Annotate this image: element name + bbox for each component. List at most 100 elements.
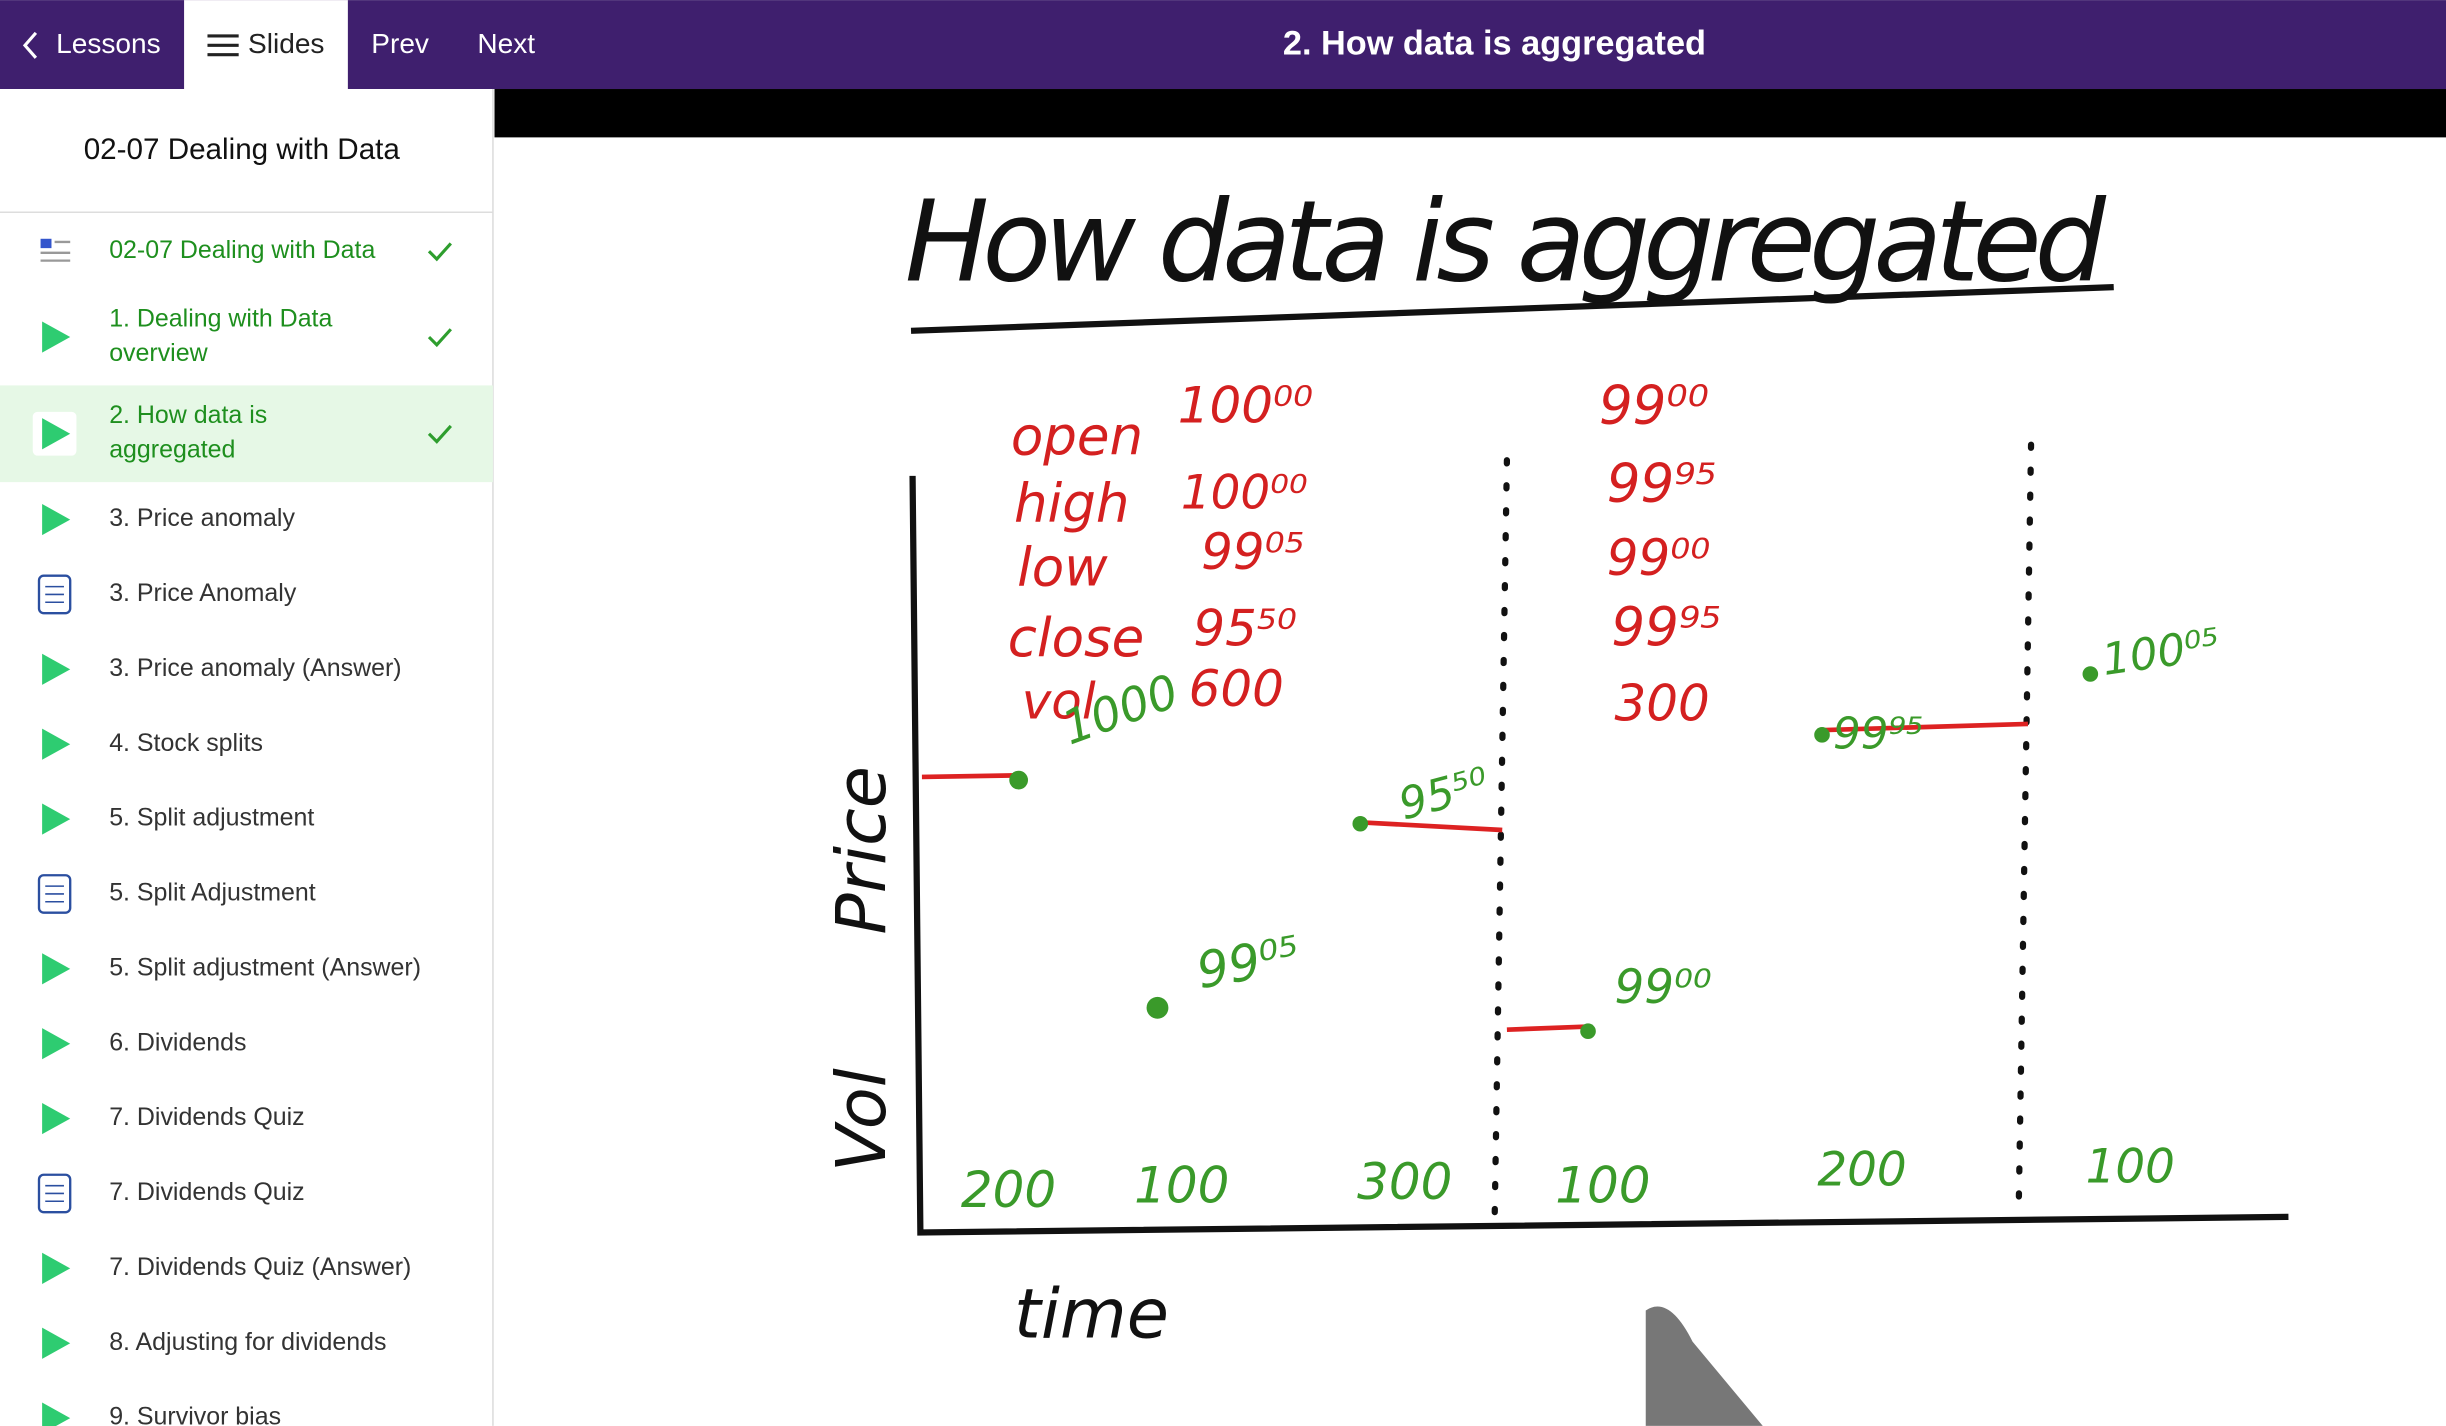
axes bbox=[909, 475, 2289, 1236]
back-button[interactable]: Lessons bbox=[22, 28, 161, 59]
lesson-item[interactable]: 5. Split Adjustment bbox=[37, 874, 316, 914]
annotation: 99⁰⁵ bbox=[1201, 523, 1305, 581]
lesson-label: 2. How data is bbox=[109, 401, 267, 429]
play-icon bbox=[42, 953, 71, 985]
price-points bbox=[1009, 666, 2099, 1040]
check-icon bbox=[427, 424, 452, 444]
board-title: How data is aggregated bbox=[905, 177, 2107, 307]
annotation: 300 bbox=[1615, 674, 1710, 732]
top-bar bbox=[0, 0, 2446, 90]
lesson-item[interactable]: 3. Price anomaly bbox=[42, 503, 295, 536]
lesson-label: 9. Survivor bias bbox=[109, 1403, 281, 1426]
lesson-item[interactable]: 5. Split adjustment bbox=[42, 803, 314, 835]
play-icon bbox=[42, 1028, 71, 1060]
annotation: 200 bbox=[961, 1161, 1056, 1219]
time-label: time bbox=[1014, 1274, 1169, 1354]
lesson-list: 02-07 Dealing with Data 1. Dealing with D… bbox=[0, 236, 493, 1426]
annotation: 100 bbox=[1555, 1156, 1650, 1214]
quiz-lines bbox=[45, 885, 64, 903]
lesson-item[interactable]: 5. Split adjustment (Answer) bbox=[42, 953, 421, 985]
play-icon bbox=[42, 1402, 71, 1426]
annotation: high bbox=[1014, 473, 1130, 535]
active-bg bbox=[0, 385, 493, 483]
lesson-item[interactable]: 9. Survivor bias bbox=[42, 1402, 281, 1426]
lesson-item[interactable]: 8. Adjusting for dividends bbox=[42, 1327, 386, 1359]
back-icon bbox=[22, 31, 38, 59]
doc-icon bbox=[40, 238, 52, 249]
pen bbox=[1645, 1306, 1763, 1426]
annotation: vol bbox=[1022, 673, 1096, 731]
underline bbox=[910, 284, 2114, 334]
annotation: 100 bbox=[1134, 1156, 1229, 1214]
back-label: Lessons bbox=[56, 28, 161, 59]
play-icon bbox=[42, 503, 71, 536]
lesson-label: 8. Adjusting for dividends bbox=[109, 1328, 386, 1356]
lesson-label: aggregated bbox=[109, 436, 235, 464]
next-button[interactable]: Next bbox=[477, 28, 535, 59]
vol-label: Vol bbox=[822, 1068, 902, 1172]
sidebar-title: 02-07 Dealing with Data bbox=[84, 133, 401, 166]
check-icon bbox=[427, 328, 452, 348]
check-icon bbox=[427, 242, 452, 262]
sidebar bbox=[0, 89, 493, 1426]
page-title: 2. How data is aggregated bbox=[1283, 24, 1706, 62]
video-bar bbox=[494, 89, 2446, 138]
slides-label: Slides bbox=[248, 28, 324, 59]
play-icon bbox=[42, 803, 71, 835]
lesson-label: 5. Split adjustment bbox=[109, 804, 314, 832]
price-lines bbox=[921, 721, 2029, 1033]
quiz-lines bbox=[45, 585, 64, 604]
lesson-item[interactable]: 7. Dividends Quiz bbox=[37, 1173, 305, 1214]
lesson-label: 3. Price anomaly (Answer) bbox=[109, 654, 401, 682]
price-label: Price bbox=[822, 766, 902, 935]
lesson-label: 6. Dividends bbox=[109, 1028, 246, 1056]
annotation: 99⁹⁵ bbox=[1607, 452, 1717, 514]
annotation: 99⁰⁰ bbox=[1607, 529, 1711, 587]
annotation: 99⁰⁰ bbox=[1599, 374, 1709, 436]
lesson-item[interactable]: 3. Price anomaly (Answer) bbox=[42, 653, 402, 685]
lesson-item[interactable]: 1. Dealing with Data overview bbox=[42, 304, 452, 367]
annotation: 100⁰⁵ bbox=[2099, 619, 2223, 686]
lesson-label: 1. Dealing with Data bbox=[109, 304, 332, 332]
annotation: 95⁵⁰ bbox=[1193, 599, 1297, 657]
quiz-lines bbox=[45, 1184, 64, 1203]
lesson-label: 5. Split adjustment (Answer) bbox=[109, 953, 421, 981]
lesson-label: 3. Price Anomaly bbox=[109, 579, 297, 607]
annotation: low bbox=[1017, 537, 1108, 599]
doc-lines bbox=[40, 240, 71, 262]
annotation: open bbox=[1011, 406, 1143, 468]
lesson-label: overview bbox=[109, 339, 208, 367]
annotation: 100⁰⁰ bbox=[1178, 376, 1313, 434]
annotation: 99⁰⁰ bbox=[1615, 961, 1712, 1015]
annotation: 95⁵⁰ bbox=[1394, 758, 1495, 831]
annotation: 99⁹⁵ bbox=[1833, 708, 1924, 759]
lesson-label: 7. Dividends Quiz (Answer) bbox=[109, 1253, 411, 1281]
play-icon bbox=[42, 321, 71, 353]
annotation: 99⁹⁵ bbox=[1611, 596, 1721, 658]
play-icon bbox=[42, 1327, 71, 1359]
lesson-item[interactable]: 4. Stock splits bbox=[42, 728, 263, 760]
lesson-item[interactable]: 2. How data is aggregated bbox=[0, 385, 493, 483]
annotation: 300 bbox=[1357, 1153, 1452, 1211]
play-icon bbox=[42, 1252, 71, 1284]
lesson-label: 4. Stock splits bbox=[109, 729, 263, 757]
lesson-item[interactable]: 02-07 Dealing with Data bbox=[40, 236, 452, 264]
annotation: close bbox=[1008, 607, 1145, 669]
annotation: 99⁰⁵ bbox=[1192, 925, 1304, 1000]
annotation: 100 bbox=[2086, 1141, 2175, 1195]
lesson-item[interactable]: 6. Dividends bbox=[42, 1028, 246, 1060]
lesson-item[interactable]: 7. Dividends Quiz (Answer) bbox=[42, 1252, 411, 1284]
lesson-item[interactable]: 3. Price Anomaly bbox=[37, 574, 297, 615]
annotation: 100⁰⁰ bbox=[1181, 467, 1308, 521]
lesson-item[interactable]: 7. Dividends Quiz bbox=[42, 1102, 305, 1135]
lesson-label: 5. Split Adjustment bbox=[109, 879, 316, 907]
play-icon bbox=[42, 1102, 71, 1135]
play-icon bbox=[42, 418, 71, 450]
slides-button[interactable]: Slides bbox=[184, 0, 348, 90]
prev-button[interactable]: Prev bbox=[371, 28, 429, 59]
lesson-label: 7. Dividends Quiz bbox=[109, 1103, 304, 1131]
lesson-label: 02-07 Dealing with Data bbox=[109, 236, 375, 264]
lesson-label: 3. Price anomaly bbox=[109, 504, 295, 532]
